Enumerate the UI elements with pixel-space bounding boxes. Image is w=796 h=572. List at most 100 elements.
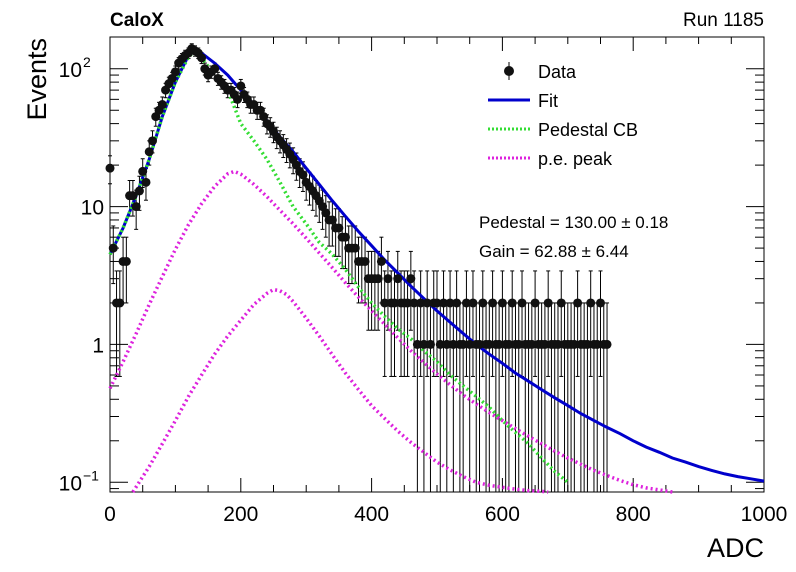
data-point: [167, 73, 177, 83]
x-tick-label: 1000: [741, 503, 788, 526]
pedestal-annotation: Pedestal = 130.00 ± 0.18: [479, 213, 668, 232]
data-point: [556, 298, 566, 308]
legend: Data Fit Pedestal CB p.e. peak: [488, 62, 638, 169]
data-point: [144, 147, 154, 157]
data-point: [105, 163, 115, 173]
data-point: [484, 339, 494, 349]
data-point: [602, 339, 612, 349]
run-label: Run 1185: [683, 10, 764, 31]
experiment-label: CaloX: [110, 10, 164, 31]
data-point: [435, 339, 445, 349]
data-point: [389, 298, 399, 308]
data-point: [573, 298, 583, 308]
data-point: [452, 298, 462, 308]
data-point: [475, 339, 485, 349]
data-point: [321, 208, 331, 218]
data-point: [373, 274, 383, 284]
data-point: [445, 298, 455, 308]
data-point: [448, 339, 458, 349]
fit-curves: [108, 46, 765, 494]
data-point: [138, 166, 148, 176]
y-tick-label: 10: [59, 472, 82, 495]
data-error-bars: [108, 43, 610, 492]
data-point: [416, 298, 426, 308]
data-point: [128, 191, 138, 201]
data-point: [514, 339, 524, 349]
data-point: [134, 186, 144, 196]
data-point: [383, 274, 393, 284]
data-point: [350, 243, 360, 253]
data-point: [488, 298, 498, 308]
data-point: [340, 232, 350, 242]
data-point: [468, 298, 478, 308]
data-point: [458, 339, 468, 349]
data-point: [141, 177, 151, 187]
data-point: [233, 94, 243, 104]
data-point: [115, 298, 125, 308]
data-point: [393, 274, 403, 284]
data-point: [553, 339, 563, 349]
y-axis-title: Events: [22, 38, 52, 121]
legend-label: Pedestal CB: [538, 120, 638, 140]
data-point: [592, 339, 602, 349]
data-point: [478, 298, 488, 308]
data-point: [439, 298, 449, 308]
curve-fit: [108, 46, 765, 483]
data-point: [298, 170, 308, 180]
data-point: [403, 298, 413, 308]
data-point: [197, 53, 207, 63]
data-point: [380, 298, 390, 308]
data-point: [131, 202, 141, 212]
data-point: [259, 112, 269, 122]
data-point: [121, 256, 131, 266]
curve-p-e-peak: [108, 169, 673, 494]
data-point: [236, 81, 246, 91]
data-point: [442, 339, 452, 349]
y-tick-exponent: 2: [83, 54, 91, 70]
data-point: [157, 100, 167, 110]
x-tick-label: 600: [485, 503, 520, 526]
data-point: [596, 298, 605, 308]
y-tick-label: 10: [81, 197, 104, 220]
legend-label: p.e. peak: [538, 149, 613, 169]
gain-annotation: Gain = 62.88 ± 6.44: [479, 242, 629, 261]
data-point: [425, 339, 435, 349]
x-tick-label: 0: [104, 503, 116, 526]
y-tick-label: 1: [92, 334, 104, 357]
data-point: [507, 298, 517, 308]
data-point: [419, 339, 429, 349]
data-point: [422, 298, 432, 308]
data-point: [409, 298, 419, 308]
data-point: [210, 64, 220, 74]
data-point: [360, 256, 370, 266]
y-tick-label: 10: [59, 59, 82, 82]
x-tick-label: 400: [354, 503, 389, 526]
data-point: [376, 256, 386, 266]
legend-label: Fit: [538, 91, 558, 111]
plot-frame: [109, 36, 765, 493]
data-point: [406, 274, 416, 284]
data-point: [582, 339, 592, 349]
legend-marker: [504, 66, 514, 76]
data-point: [461, 298, 471, 308]
data-point: [497, 298, 507, 308]
data-point: [504, 339, 514, 349]
y-tick-exponent: −1: [83, 467, 99, 483]
data-point: [569, 339, 579, 349]
data-point: [586, 298, 596, 308]
data-point: [517, 298, 527, 308]
data-points: [105, 44, 612, 349]
data-point: [108, 243, 118, 253]
data-point: [540, 339, 550, 349]
data-point: [170, 67, 180, 77]
data-point: [148, 136, 158, 146]
data-point: [494, 339, 504, 349]
data-point: [527, 339, 537, 349]
data-point: [432, 298, 442, 308]
x-axis-title: ADC: [707, 533, 764, 563]
data-point: [465, 339, 475, 349]
data-point: [412, 339, 422, 349]
data-point: [334, 223, 344, 233]
x-tick-label: 800: [616, 503, 651, 526]
